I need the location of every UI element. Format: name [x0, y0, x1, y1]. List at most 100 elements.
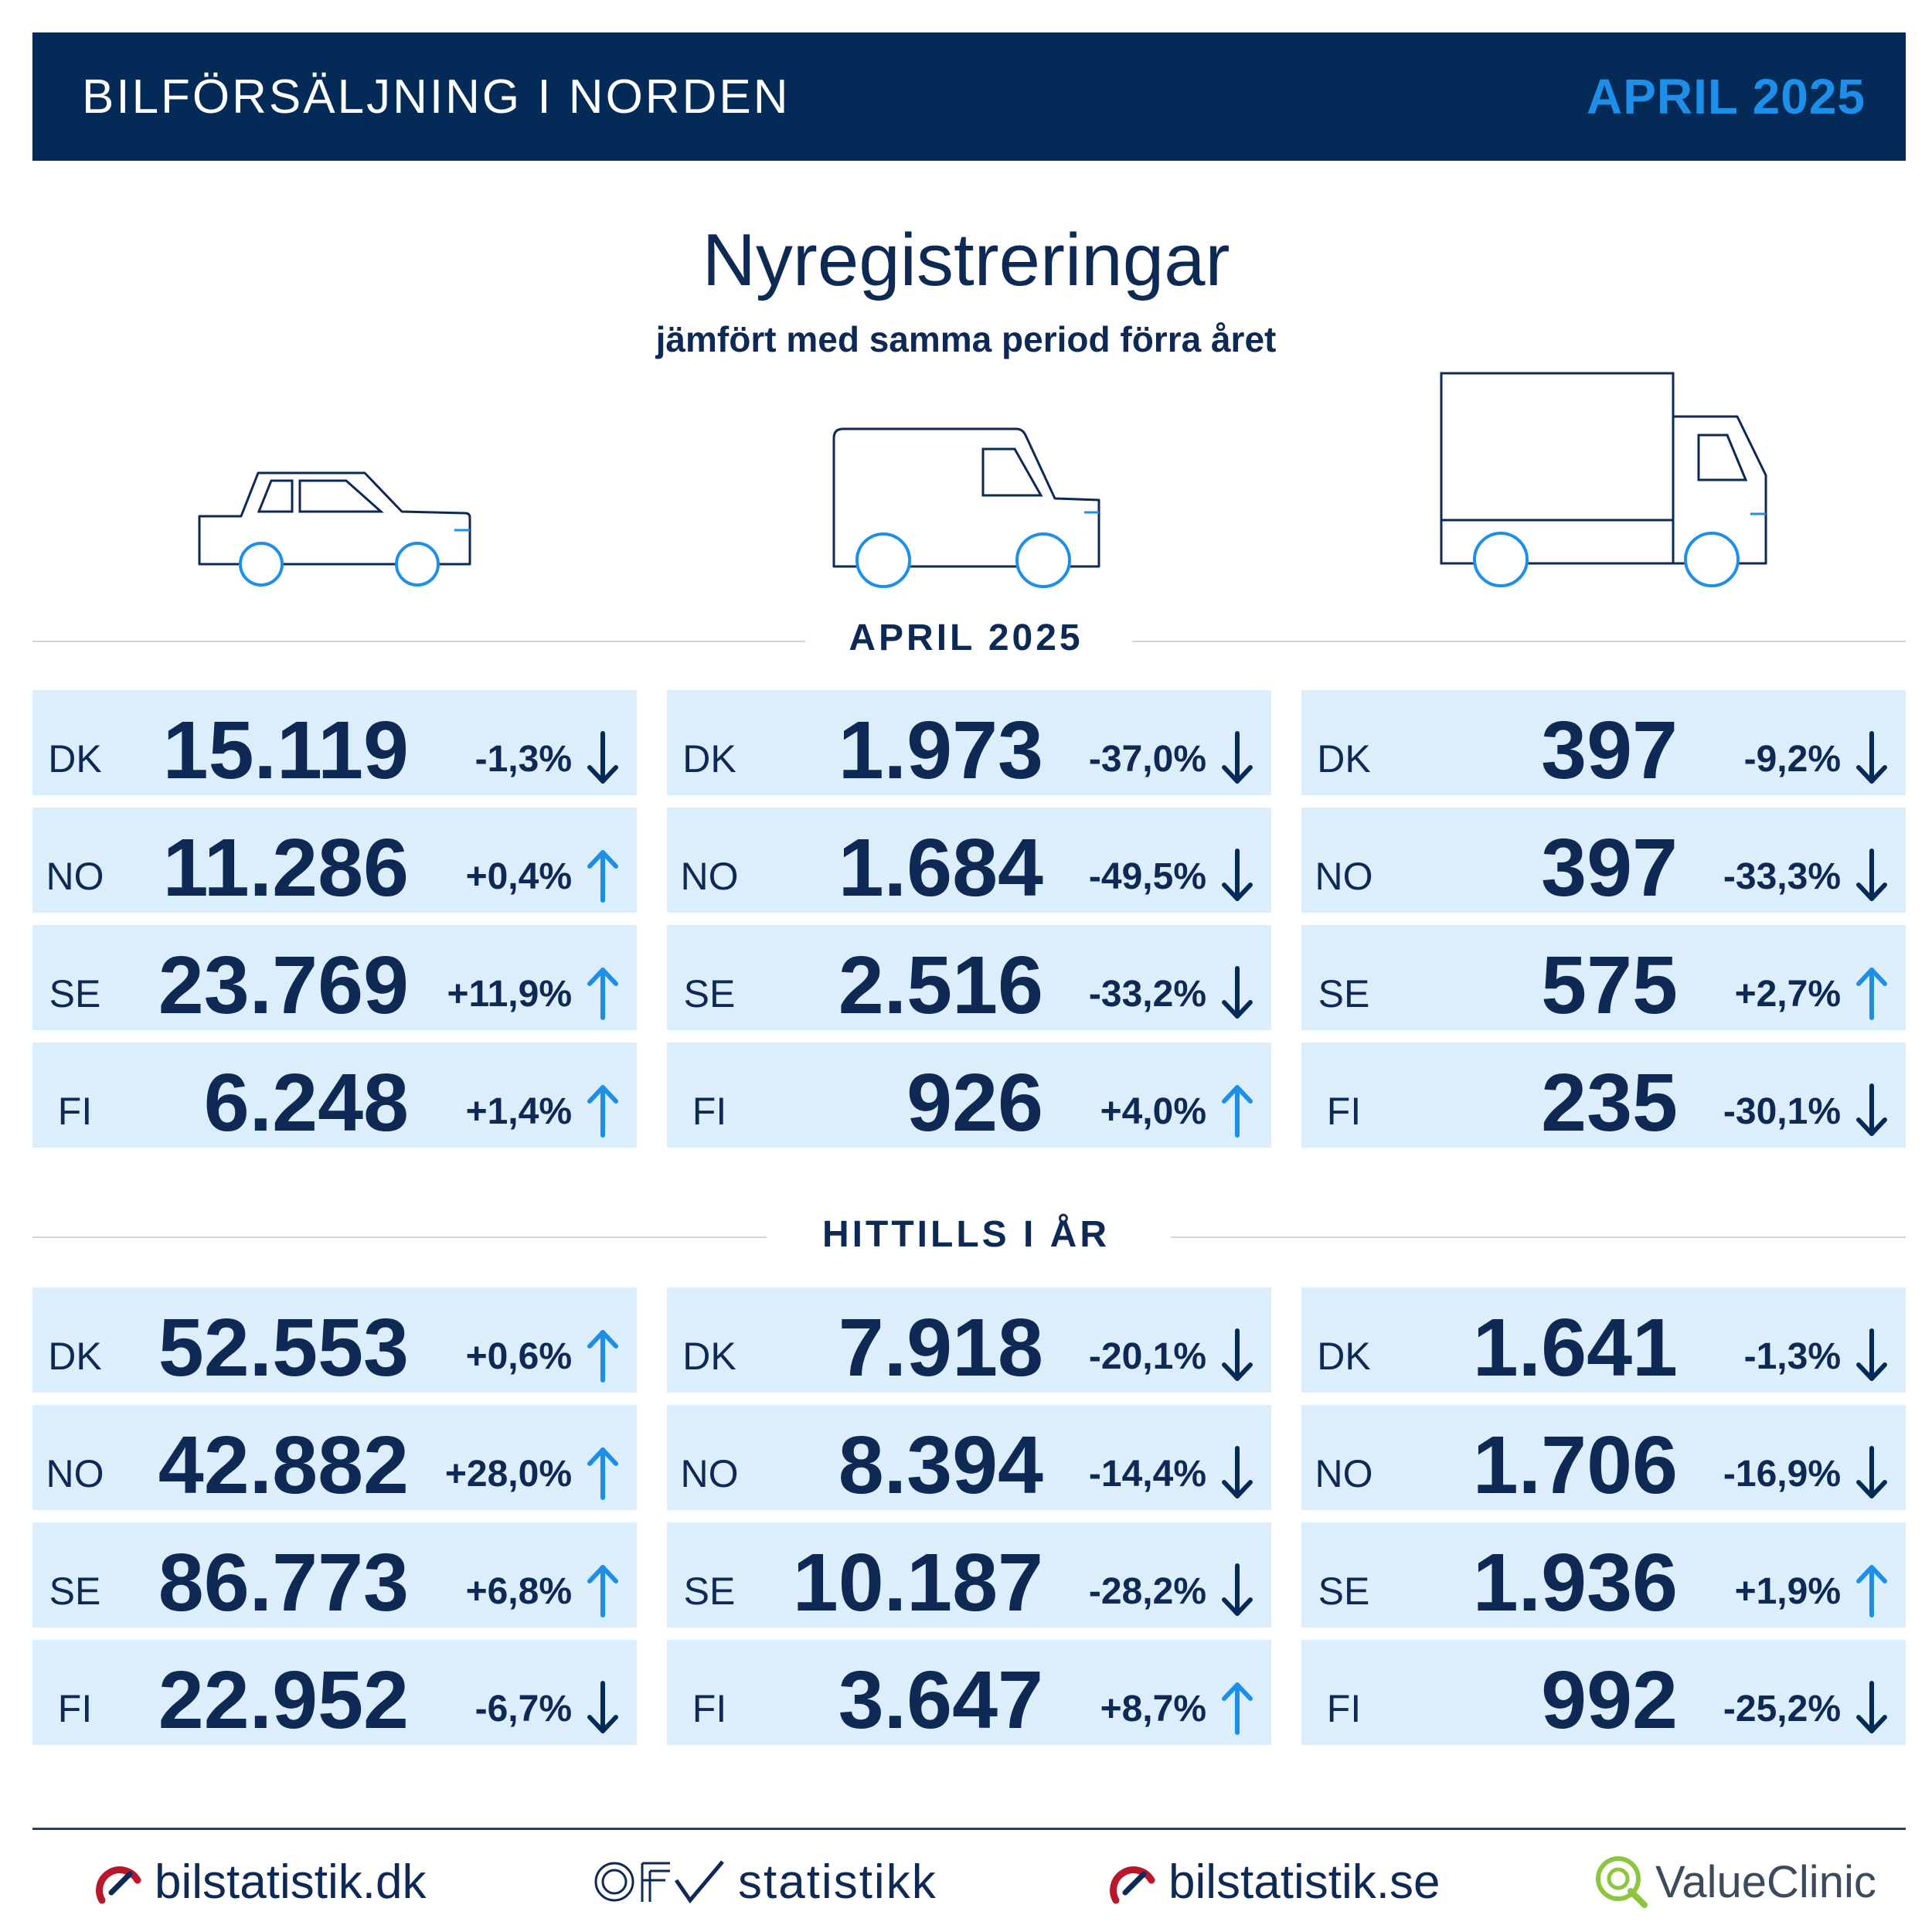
header-banner: BILFÖRSÄLJNING I NORDEN APRIL 2025	[32, 32, 1906, 161]
change-percent: +6,8%	[465, 1571, 572, 1612]
change-percent: +4,0%	[1100, 1091, 1206, 1132]
stat-card-se: SE 575 +2,7%	[1301, 925, 1906, 1031]
country-code: FI	[692, 1090, 727, 1133]
country-code: NO	[46, 855, 104, 898]
change-percent: +0,6%	[465, 1336, 572, 1377]
arrow-down-icon	[1222, 966, 1253, 1019]
registration-count: 397	[1541, 705, 1678, 796]
registration-count: 15.119	[162, 705, 409, 796]
stat-card-no: NO 8.394 -14,4%	[667, 1405, 1271, 1511]
arrow-down-icon	[1222, 1328, 1253, 1381]
country-code: FI	[692, 1687, 727, 1730]
speedometer-icon	[96, 1866, 141, 1904]
stat-card-no: NO 11.286 +0,4%	[32, 808, 637, 913]
registration-count: 1.641	[1472, 1302, 1678, 1393]
country-code: SE	[683, 1570, 736, 1613]
stat-card-dk: DK 397 -9,2%	[1301, 690, 1906, 796]
country-code: NO	[680, 855, 739, 898]
divider-right	[1171, 1236, 1906, 1238]
header-title: BILFÖRSÄLJNING I NORDEN	[82, 70, 791, 124]
arrow-down-icon	[587, 731, 618, 784]
change-percent: +1,4%	[465, 1091, 572, 1132]
van-icon	[832, 427, 1100, 588]
stat-card-no: NO 1.684 -49,5%	[667, 808, 1271, 913]
footer-logo-valueclinic: ValueClinic	[1592, 1847, 1876, 1917]
change-percent: -33,2%	[1088, 974, 1206, 1015]
car-icon	[198, 471, 471, 587]
ofv-logo-icon	[594, 1860, 724, 1904]
arrow-down-icon	[1222, 1446, 1253, 1498]
registration-count: 8.394	[838, 1420, 1043, 1511]
registration-count: 86.773	[158, 1537, 409, 1628]
registration-count: 235	[1541, 1057, 1678, 1148]
divider-left	[32, 1236, 767, 1238]
footer-text: ValueClinic	[1655, 1856, 1876, 1907]
stat-card-fi: FI 926 +4,0%	[667, 1043, 1271, 1148]
country-code: DK	[1317, 1335, 1371, 1378]
registration-count: 10.187	[792, 1537, 1043, 1628]
change-percent: -30,1%	[1723, 1091, 1841, 1132]
registration-count: 1.706	[1472, 1420, 1678, 1511]
registration-count: 6.248	[203, 1057, 409, 1148]
arrow-up-icon	[587, 1565, 618, 1617]
registration-count: 52.553	[158, 1302, 409, 1393]
stat-card-no: NO 42.882 +28,0%	[32, 1405, 637, 1511]
stat-card-fi: FI 992 -25,2%	[1301, 1640, 1906, 1746]
country-code: NO	[1315, 855, 1373, 898]
stat-card-fi: FI 3.647 +8,7%	[667, 1640, 1271, 1746]
registration-count: 7.918	[838, 1302, 1043, 1393]
stat-card-fi: FI 235 -30,1%	[1301, 1043, 1906, 1148]
country-code: DK	[1317, 737, 1371, 781]
country-code: NO	[46, 1452, 104, 1495]
registration-count: 1.973	[838, 705, 1043, 796]
stat-card-no: NO 1.706 -16,9%	[1301, 1405, 1906, 1511]
page-subtitle: jämfört med samma period förra året	[655, 319, 1277, 359]
arrow-up-icon	[587, 850, 618, 903]
speedometer-icon	[1110, 1866, 1155, 1904]
page-title: Nyregistreringar	[702, 219, 1230, 301]
arrow-up-icon	[1856, 968, 1887, 1020]
arrow-down-icon	[1856, 849, 1887, 901]
stat-card-dk: DK 7.918 -20,1%	[667, 1287, 1271, 1393]
arrow-up-icon	[587, 968, 618, 1020]
country-code: FI	[57, 1090, 93, 1133]
divider-right	[1132, 641, 1906, 642]
country-code: SE	[49, 972, 101, 1015]
registration-count: 3.647	[838, 1655, 1043, 1746]
arrow-up-icon	[1222, 1682, 1253, 1735]
country-code: DK	[48, 737, 102, 781]
country-code: SE	[49, 1570, 101, 1613]
footer-text: bilstatistik.se	[1168, 1855, 1440, 1909]
stat-card-se: SE 10.187 -28,2%	[667, 1522, 1271, 1628]
registration-count: 42.882	[158, 1420, 409, 1511]
arrow-up-icon	[1856, 1565, 1887, 1617]
arrow-down-icon	[1856, 1083, 1887, 1136]
country-code: NO	[1315, 1452, 1373, 1495]
arrow-up-icon	[587, 1447, 618, 1500]
change-percent: +8,7%	[1100, 1689, 1206, 1730]
arrow-down-icon	[1856, 1446, 1887, 1498]
change-percent: -49,5%	[1088, 856, 1206, 897]
arrow-down-icon	[587, 1681, 618, 1733]
arrow-up-icon	[587, 1085, 618, 1138]
footer-logo-bilstatistik-se: bilstatistik.se	[1105, 1847, 1440, 1917]
registration-count: 992	[1541, 1655, 1678, 1746]
footer-text: bilstatistik.dk	[155, 1855, 427, 1909]
footer-logo-ofv: statistikk	[591, 1847, 937, 1917]
change-percent: -1,3%	[474, 739, 572, 780]
truck-icon	[1440, 372, 1767, 587]
arrow-up-icon	[1222, 1085, 1253, 1138]
stat-card-dk: DK 15.119 -1,3%	[32, 690, 637, 796]
footer-divider	[32, 1828, 1906, 1830]
stat-card-fi: FI 22.952 -6,7%	[32, 1640, 637, 1746]
change-percent: +1,9%	[1734, 1571, 1841, 1612]
change-percent: -16,9%	[1723, 1454, 1841, 1495]
country-code: DK	[682, 1335, 736, 1378]
stat-card-dk: DK 1.641 -1,3%	[1301, 1287, 1906, 1393]
arrow-down-icon	[1222, 1563, 1253, 1616]
valueclinic-q-icon	[1596, 1856, 1648, 1908]
change-percent: -20,1%	[1088, 1336, 1206, 1377]
section-label-ytd: HITTILLS I ÅR	[822, 1214, 1110, 1255]
registration-count: 23.769	[158, 940, 409, 1031]
arrow-up-icon	[587, 1330, 618, 1383]
